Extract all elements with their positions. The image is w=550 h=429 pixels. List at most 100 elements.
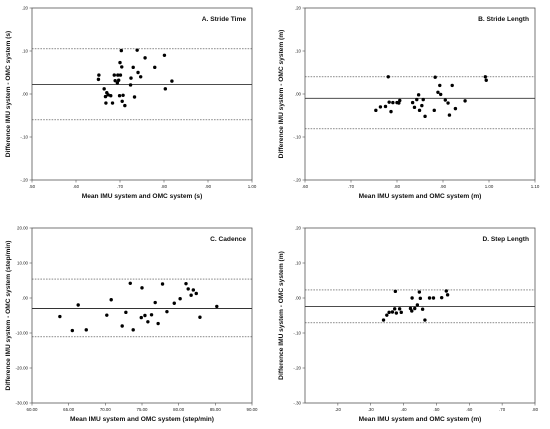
stride-length-data-point <box>463 99 467 103</box>
stride-time-data-point <box>129 76 133 80</box>
panel-cadence: 60.00 65.00 70.00 75.00 80.00 85.00 90.00 -30.0… <box>5 226 258 424</box>
stride-time-x-axis-label: Mean IMU system and OMC system (s) <box>82 193 203 200</box>
stride-time-data-point <box>118 73 123 77</box>
cadence-data-point <box>198 315 202 319</box>
stride-length-data-point <box>421 97 425 102</box>
cadence-data-point <box>189 293 193 297</box>
cadence-data-point <box>165 309 169 314</box>
stride-length-data-point <box>410 100 415 105</box>
stride-length-data-point <box>391 100 395 105</box>
cadence-data-point <box>70 328 75 333</box>
stride-length-x-tick-label: 1.10 <box>531 184 540 189</box>
stride-length-y-tick-label: .10 <box>295 49 302 54</box>
stride-time-data-point <box>135 48 139 52</box>
stride-length-data-point <box>378 105 383 109</box>
stride-length-data-point <box>386 75 390 79</box>
stride-length-data-point <box>484 78 488 82</box>
cadence-data-point <box>109 298 113 302</box>
cadence-data-point <box>139 315 143 320</box>
step-length-x-tick-label: .40 <box>401 407 408 412</box>
cadence-data-point <box>156 321 160 326</box>
stride-length-data-point <box>412 105 417 110</box>
stride-length-data-point <box>432 108 436 113</box>
stride-time-data-point <box>106 93 110 97</box>
step-length-x-tick-label: .80 <box>532 407 539 412</box>
stride-time-panel-title: A. Stride Time <box>202 16 247 23</box>
step-length-data-point <box>387 310 391 315</box>
cadence-data-point <box>191 288 196 292</box>
step-length-y-tick-label: .10 <box>295 261 302 266</box>
panel-stride-length: .60 .70 .80 .90 1.00 1.10 -.20 -.10 .00 .10 .20 B. … <box>278 6 540 201</box>
step-length-plot-frame <box>304 227 536 404</box>
cadence-data-point <box>76 303 80 307</box>
cadence-data-point <box>194 291 198 296</box>
cadence-data-point <box>149 313 154 317</box>
cadence-data-point <box>143 313 147 318</box>
stride-length-data-point <box>383 104 388 109</box>
stride-length-y-tick-label: .20 <box>295 6 302 11</box>
step-length-data-point <box>423 318 427 322</box>
stride-time-data-point <box>109 94 113 98</box>
cadence-x-tick-label: 65.00 <box>63 407 75 412</box>
cadence-data-point <box>131 328 135 332</box>
stride-time-data-point <box>121 93 125 97</box>
cadence-y-tick-label: .00 <box>22 296 29 301</box>
stride-time-data-point <box>163 87 168 91</box>
stride-time-data-point <box>103 94 108 99</box>
cadence-data-point <box>146 320 150 324</box>
stride-time-x-tick-label: .60 <box>73 184 80 189</box>
stride-time-y-tick-label: .10 <box>22 49 29 54</box>
stride-length-data-point <box>398 98 402 103</box>
cadence-y-tick-label: 10.00 <box>17 261 29 266</box>
panel-step-length: .20 .30 .40 .50 .60 .70 .80 -.30 -.20 -.10 .00 .10.… <box>278 226 539 424</box>
cadence-y-tick-label: -20.00 <box>16 366 29 371</box>
cadence-x-tick-label: 60.00 <box>27 407 39 412</box>
stride-length-data-point <box>433 75 437 79</box>
step-length-data-point <box>394 311 399 315</box>
cadence-x-axis-label: Mean IMU system and OMC system (step/min… <box>70 416 214 423</box>
step-length-data-point <box>413 306 417 311</box>
stride-length-data-point <box>420 103 424 108</box>
stride-time-data-point <box>113 78 117 83</box>
step-length-data-point <box>397 307 402 311</box>
stride-length-y-tick-label: .00 <box>295 92 302 97</box>
stride-length-panel-title: B. Stride Length <box>478 16 529 23</box>
stride-time-data-point <box>123 103 127 108</box>
step-length-data-point <box>390 310 395 314</box>
cadence-data-point <box>58 314 62 319</box>
stride-time-data-point <box>102 87 106 91</box>
step-length-y-tick-label: .00 <box>295 296 302 301</box>
step-length-data-point <box>417 290 422 294</box>
stride-length-x-tick-label: 1.00 <box>485 184 494 189</box>
step-length-data-point <box>410 296 414 300</box>
cadence-y-tick-label: 20.00 <box>17 226 29 231</box>
stride-length-data-point <box>387 100 391 104</box>
stride-time-data-point <box>128 83 133 87</box>
stride-length-data-point <box>483 75 488 79</box>
stride-length-data-point <box>389 109 393 114</box>
stride-time-x-tick-label: .70 <box>117 184 124 189</box>
cadence-data-point <box>140 286 144 290</box>
stride-length-data-point <box>436 90 440 94</box>
cadence-data-point <box>124 310 128 315</box>
stride-length-data-point <box>416 93 421 97</box>
stride-length-data-point <box>415 97 419 102</box>
stride-time-data-point <box>117 94 122 98</box>
stride-time-data-point <box>115 81 120 85</box>
stride-length-x-tick-label: .70 <box>348 184 355 189</box>
stride-length-data-point <box>438 83 442 88</box>
stride-length-data-point <box>453 106 458 111</box>
cadence-y-tick-label: -30.00 <box>16 401 29 406</box>
stride-length-x-tick-label: .90 <box>440 184 447 189</box>
step-length-data-point <box>399 310 403 315</box>
step-length-data-point <box>431 296 436 300</box>
step-length-x-tick-label: .70 <box>499 407 506 412</box>
stride-length-y-axis-label: Difference IMU system - OMC system (m) <box>278 30 285 159</box>
stride-length-data-point <box>417 108 422 113</box>
cadence-x-tick-label: 70.00 <box>100 407 112 412</box>
stride-length-data-point <box>423 114 427 119</box>
stride-time-y-axis-label: Difference IMU system - OMC system (s) <box>5 31 12 157</box>
stride-length-data-point <box>374 108 378 113</box>
step-length-x-tick-label: .20 <box>335 407 342 412</box>
stride-length-data-point <box>447 113 452 117</box>
